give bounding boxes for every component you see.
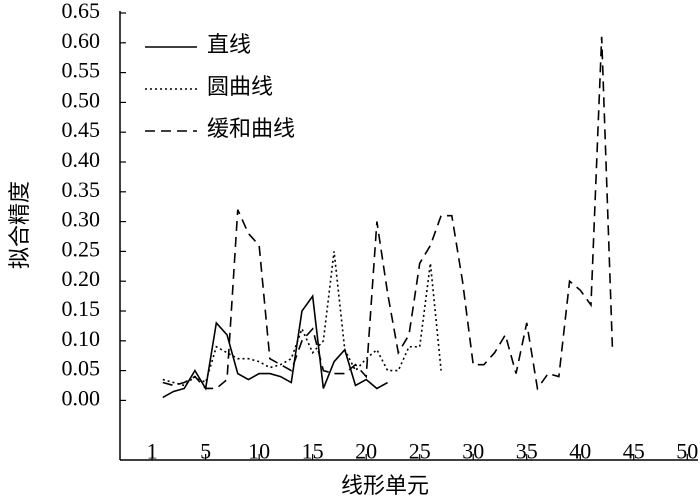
y-tick-label: 0.10 — [62, 326, 101, 351]
y-tick-label: 0.05 — [62, 356, 101, 381]
y-tick-label: 0.00 — [62, 385, 101, 410]
y-tick-label: 0.35 — [62, 177, 101, 202]
y-tick-label: 0.40 — [62, 147, 101, 172]
legend-label: 圆曲线 — [207, 74, 273, 99]
x-tick-label: 35 — [516, 438, 538, 463]
x-tick-label: 5 — [200, 438, 211, 463]
data-line — [162, 36, 614, 391]
x-tick-label: 20 — [355, 438, 377, 463]
y-tick-label: 0.30 — [62, 207, 101, 232]
legend-label: 缓和曲线 — [207, 116, 295, 141]
x-tick-label: 10 — [248, 438, 270, 463]
y-axis-label: 拟合精度 — [7, 181, 32, 269]
x-tick-label: 15 — [302, 438, 324, 463]
y-tick-label: 0.60 — [62, 28, 101, 53]
x-tick-label: 50 — [676, 438, 698, 463]
legend-label: 直线 — [207, 32, 251, 57]
x-tick-label: 45 — [623, 438, 645, 463]
y-tick-label: 0.25 — [62, 236, 101, 261]
y-tick-label: 0.45 — [62, 117, 101, 142]
x-tick-label: 40 — [569, 438, 591, 463]
x-tick-label: 30 — [462, 438, 484, 463]
y-tick-label: 0.50 — [62, 87, 101, 112]
data-line — [162, 293, 388, 399]
data-line — [162, 251, 442, 387]
x-tick-label: 25 — [409, 438, 431, 463]
y-tick-label: 0.65 — [62, 0, 101, 23]
y-tick-label: 0.15 — [62, 296, 101, 321]
y-tick-label: 0.20 — [62, 266, 101, 291]
x-axis-label: 线形单元 — [341, 473, 429, 498]
y-tick-label: 0.55 — [62, 58, 101, 83]
x-tick-label: 1 — [147, 438, 158, 463]
